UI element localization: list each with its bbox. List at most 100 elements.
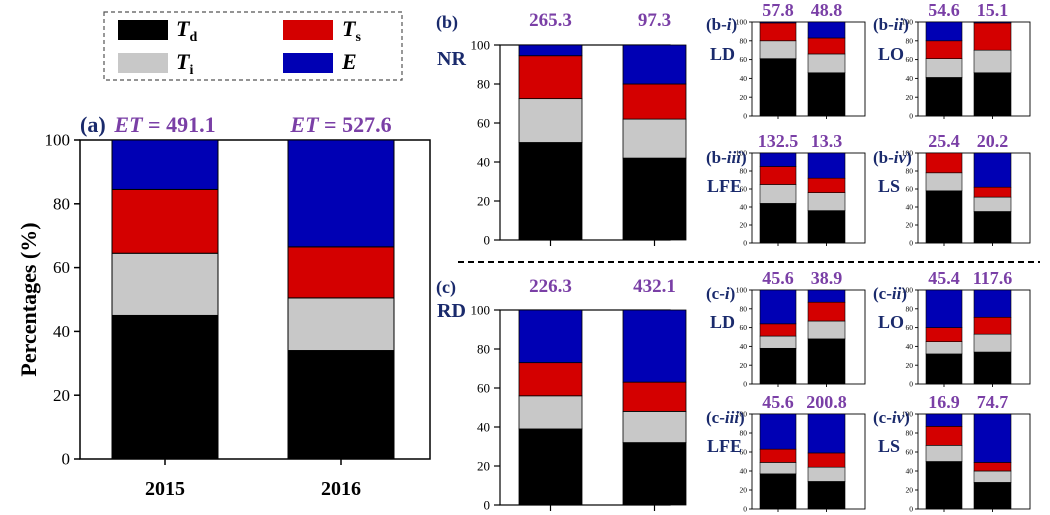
group-label: LD (710, 312, 735, 332)
y-tick-label: 100 (902, 149, 914, 158)
panel-c-ii: 0 20 40 60 80 100 45.4 117.6 (c-ii) LO (873, 268, 1031, 389)
bar-segment-t-d (759, 203, 797, 244)
y-tick-label: 80 (740, 304, 748, 313)
y-tick-label: 80 (53, 194, 70, 213)
bar-segment-t-d (287, 350, 395, 460)
bar-total-label: 74.7 (977, 392, 1009, 412)
legend-item-t-s: Ts (283, 16, 361, 45)
bar-segment-t-i (807, 466, 846, 482)
bar-segment-t-i (925, 341, 963, 355)
bar-segment-t-s (622, 83, 687, 120)
bar-segment-t-s (622, 381, 687, 412)
bar-a-2 (287, 139, 395, 460)
bar-a-1 (111, 139, 219, 460)
bar-segment-t-i (807, 53, 846, 74)
bar-segment-t-i (518, 98, 583, 143)
bar-segment-e (973, 289, 1012, 318)
bar-segment-t-i (925, 445, 963, 462)
y-tick-label: 0 (909, 380, 913, 389)
group-label: LD (710, 44, 735, 64)
bar-segment-t-d (759, 473, 797, 510)
bar-total-label: 432.1 (633, 276, 676, 297)
legend-swatch (283, 53, 333, 73)
y-tick-label: 100 (736, 286, 748, 295)
bar-segment-t-i (807, 192, 846, 211)
bar-segment-t-d (518, 428, 583, 506)
bar-b-i-1 (759, 21, 797, 117)
bar-b-iv-2 (973, 152, 1012, 244)
y-tick-label: 100 (736, 149, 748, 158)
bar-c-1 (518, 309, 583, 506)
bar-b-iv-1 (925, 152, 963, 244)
bar-total-label: 20.2 (977, 131, 1009, 151)
bar-total-label: 16.9 (928, 392, 960, 412)
y-tick-label: 40 (906, 342, 914, 351)
legend-label: Ti (176, 49, 193, 78)
bar-segment-e (111, 139, 219, 190)
bar-segment-t-d (807, 338, 846, 385)
y-tick-label: 0 (743, 505, 747, 514)
bar-segment-e (518, 309, 583, 364)
legend-item-e: E (283, 49, 357, 74)
bar-total-label: 45.6 (762, 268, 794, 288)
y-tick-label: 20 (906, 221, 914, 230)
y-tick-label: 40 (906, 74, 914, 83)
legend-item-t-i: Ti (118, 49, 193, 78)
bar-b-ii-2 (973, 21, 1012, 117)
bar-total-label: 200.8 (806, 392, 847, 412)
y-tick-label: 60 (477, 381, 490, 396)
bar-segment-t-s (518, 55, 583, 100)
legend-label: E (341, 49, 357, 74)
y-tick-label: 20 (740, 486, 748, 495)
bar-segment-t-i (759, 40, 797, 59)
y-tick-label: 20 (477, 194, 490, 209)
y-tick-label: 40 (53, 322, 70, 341)
bar-segment-t-i (973, 470, 1012, 483)
bar-c-iii-1 (759, 413, 797, 510)
bar-total-label: 13.3 (811, 131, 843, 151)
legend-swatch (283, 20, 333, 40)
bar-segment-t-i (518, 395, 583, 430)
bar-segment-t-i (925, 58, 963, 78)
bar-segment-t-d (973, 482, 1012, 510)
y-tick-label: 40 (477, 155, 490, 170)
y-tick-label: 40 (740, 74, 748, 83)
panel-label: (c-i) (706, 284, 735, 303)
bar-segment-t-s (973, 316, 1012, 335)
panel-label: (c) (436, 277, 456, 298)
bar-segment-t-i (973, 49, 1012, 74)
panel-label: (c-iv) (873, 408, 910, 427)
panel-b: 0 20 40 60 80 100 265.3 97.3 (b) NR (436, 10, 687, 248)
bar-total-label: 45.4 (928, 268, 960, 288)
bar-b-ii-1 (925, 21, 963, 117)
panel-b-i: 0 20 40 60 80 100 57.8 48.8 (b-i) LD (706, 0, 866, 121)
bar-segment-t-s (759, 323, 797, 337)
y-tick-label: 100 (471, 303, 491, 318)
bar-total-label: 265.3 (529, 10, 572, 31)
bar-segment-t-s (807, 452, 846, 468)
bar-segment-e (925, 21, 963, 42)
bar-segment-t-d (759, 58, 797, 117)
panel-c: 0 20 40 60 80 100 226.3 432.1 (c)RD (436, 276, 687, 513)
y-tick-label: 0 (62, 450, 71, 469)
group-label: NR (437, 48, 466, 70)
y-tick-label: 40 (740, 342, 748, 351)
bar-segment-e (759, 21, 797, 24)
y-tick-label: 0 (909, 505, 913, 514)
y-tick-label: 60 (740, 185, 748, 194)
panel-b-ii: 0 20 40 60 80 100 54.6 15.1 (b-ii) LO (873, 0, 1031, 121)
bar-segment-t-d (973, 211, 1012, 244)
bar-segment-t-d (925, 77, 963, 117)
bar-total-label: 15.1 (977, 0, 1009, 20)
bar-segment-e (759, 289, 797, 325)
panel-label: (b-iv) (873, 148, 912, 167)
bar-total-label: 226.3 (529, 276, 572, 297)
group-label: LS (878, 436, 900, 456)
group-label: LFE (707, 176, 742, 196)
bar-total-label: ET = 491.1 (113, 112, 215, 137)
bar-segment-t-d (111, 314, 219, 460)
bar-segment-t-i (622, 410, 687, 443)
bar-segment-e (973, 21, 1012, 24)
y-tick-label: 20 (906, 486, 914, 495)
